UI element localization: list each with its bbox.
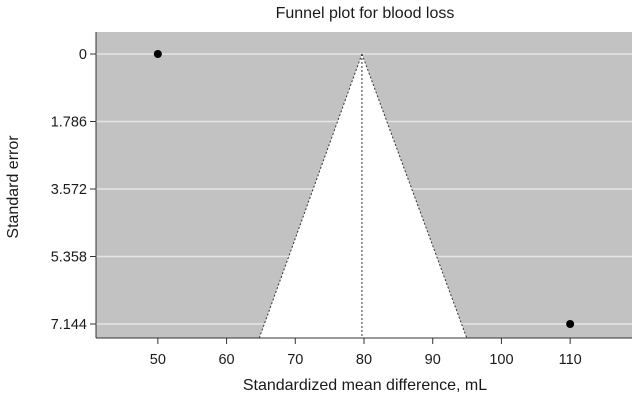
x-tick-label: 100 — [489, 352, 513, 368]
x-tick-label: 110 — [559, 352, 582, 368]
y-tick-label: 1.786 — [51, 115, 87, 131]
funnel-right-edge — [361, 53, 468, 339]
y-tick-label: 5.358 — [51, 250, 87, 266]
x-tick-label: 60 — [218, 352, 234, 368]
y-tick-label: 0 — [79, 47, 87, 63]
plot-area: 0 1.786 3.572 5.358 7.144 50 60 70 80 90 100 110 — [51, 32, 632, 368]
y-tick-label: 7.144 — [51, 317, 87, 333]
funnel-region — [259, 54, 467, 338]
x-tick-label: 80 — [356, 352, 372, 368]
data-point — [153, 50, 162, 58]
x-tick-label: 50 — [150, 352, 166, 368]
x-tick-label: 70 — [287, 352, 303, 368]
y-axis-label: Standard error — [5, 135, 22, 239]
x-axis-label: Standardized mean difference, mL — [243, 377, 487, 394]
x-tick-label: 90 — [425, 352, 441, 368]
y-tick-label: 3.572 — [51, 182, 87, 198]
chart-title: Funnel plot for blood loss — [276, 5, 455, 22]
data-point — [566, 320, 575, 328]
